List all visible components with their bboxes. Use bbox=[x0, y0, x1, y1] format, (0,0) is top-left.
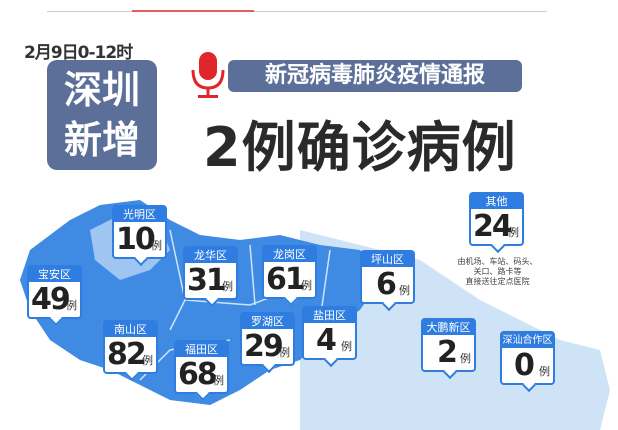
count-unit: 例 bbox=[66, 299, 77, 312]
other-note-line: 直接送往定点医院 bbox=[465, 277, 530, 286]
other-note-line: 关口、路卡等 bbox=[473, 267, 522, 276]
district-name: 龙岗区 bbox=[264, 247, 315, 262]
district-tag-baoan: 宝安区 49 例 bbox=[27, 265, 82, 327]
microphone-icon bbox=[191, 52, 225, 98]
count-unit: 例 bbox=[222, 280, 233, 293]
district-tag-guangming: 光明区 10 例 bbox=[112, 205, 167, 267]
district-tag-longgang: 龙岗区 61 例 bbox=[262, 245, 317, 307]
count-unit: 例 bbox=[213, 374, 224, 387]
district-name: 深汕合作区 bbox=[502, 333, 553, 348]
district-count: 61 bbox=[266, 262, 306, 297]
district-name: 福田区 bbox=[176, 342, 227, 357]
district-count: 24 bbox=[473, 209, 513, 244]
top-divider bbox=[47, 11, 547, 12]
district-count: 49 bbox=[31, 282, 71, 317]
count-unit: 例 bbox=[460, 352, 471, 365]
city-label-line2: 新增 bbox=[63, 118, 140, 162]
district-name: 盐田区 bbox=[304, 308, 355, 323]
other-note-line: 由机场、车站、码头、 bbox=[457, 257, 538, 266]
district-count: 4 bbox=[316, 323, 337, 358]
district-count: 6 bbox=[376, 267, 397, 302]
district-name: 龙华区 bbox=[185, 248, 236, 263]
district-name: 宝安区 bbox=[29, 267, 80, 282]
district-name: 南山区 bbox=[105, 322, 156, 337]
district-count: 31 bbox=[187, 263, 227, 298]
city-label-line1: 深圳 bbox=[63, 68, 140, 112]
district-count: 2 bbox=[437, 335, 458, 370]
district-tag-longhua: 龙华区 31 例 bbox=[183, 246, 238, 308]
count-unit: 例 bbox=[151, 239, 162, 252]
other-note: 由机场、车站、码头、 关口、路卡等 直接送往定点医院 bbox=[440, 257, 555, 287]
headline: 2例确诊病例 bbox=[203, 116, 517, 179]
count-unit: 例 bbox=[539, 365, 550, 378]
district-tag-pingshan: 坪山区 6 例 bbox=[360, 250, 415, 312]
city-block: 深圳 新增 bbox=[47, 60, 157, 170]
count-unit: 例 bbox=[142, 354, 153, 367]
district-tag-dapeng: 大鹏新区 2 例 bbox=[421, 318, 476, 380]
district-count: 10 bbox=[116, 222, 156, 257]
count-unit: 例 bbox=[341, 340, 352, 353]
map-district-borders bbox=[139, 229, 331, 381]
count-unit: 例 bbox=[279, 346, 290, 359]
district-count: 68 bbox=[178, 357, 218, 392]
district-count: 0 bbox=[514, 348, 535, 383]
count-unit: 例 bbox=[399, 284, 410, 297]
count-unit: 例 bbox=[508, 226, 519, 239]
district-tag-other: 其他 24 例 bbox=[469, 192, 524, 254]
district-tag-futian: 福田区 68 例 bbox=[174, 340, 229, 402]
count-unit: 例 bbox=[301, 279, 312, 292]
top-divider-highlight bbox=[132, 10, 254, 12]
date-range: 2月9日0-12时 bbox=[24, 43, 133, 63]
district-count: 82 bbox=[107, 337, 147, 372]
district-name: 大鹏新区 bbox=[423, 320, 474, 335]
district-name: 光明区 bbox=[114, 207, 165, 222]
district-count: 29 bbox=[244, 329, 284, 364]
district-tag-shenshan: 深汕合作区 0 例 bbox=[500, 331, 555, 393]
district-tag-luohu: 罗湖区 29 例 bbox=[240, 312, 295, 374]
district-name: 罗湖区 bbox=[242, 314, 293, 329]
district-tag-yantian: 盐田区 4 例 bbox=[302, 306, 357, 368]
district-name: 坪山区 bbox=[362, 252, 413, 267]
district-tag-nanshan: 南山区 82 例 bbox=[103, 320, 158, 382]
district-name: 其他 bbox=[471, 194, 522, 209]
subtitle-banner: 新冠病毒肺炎疫情通报 bbox=[228, 60, 522, 92]
